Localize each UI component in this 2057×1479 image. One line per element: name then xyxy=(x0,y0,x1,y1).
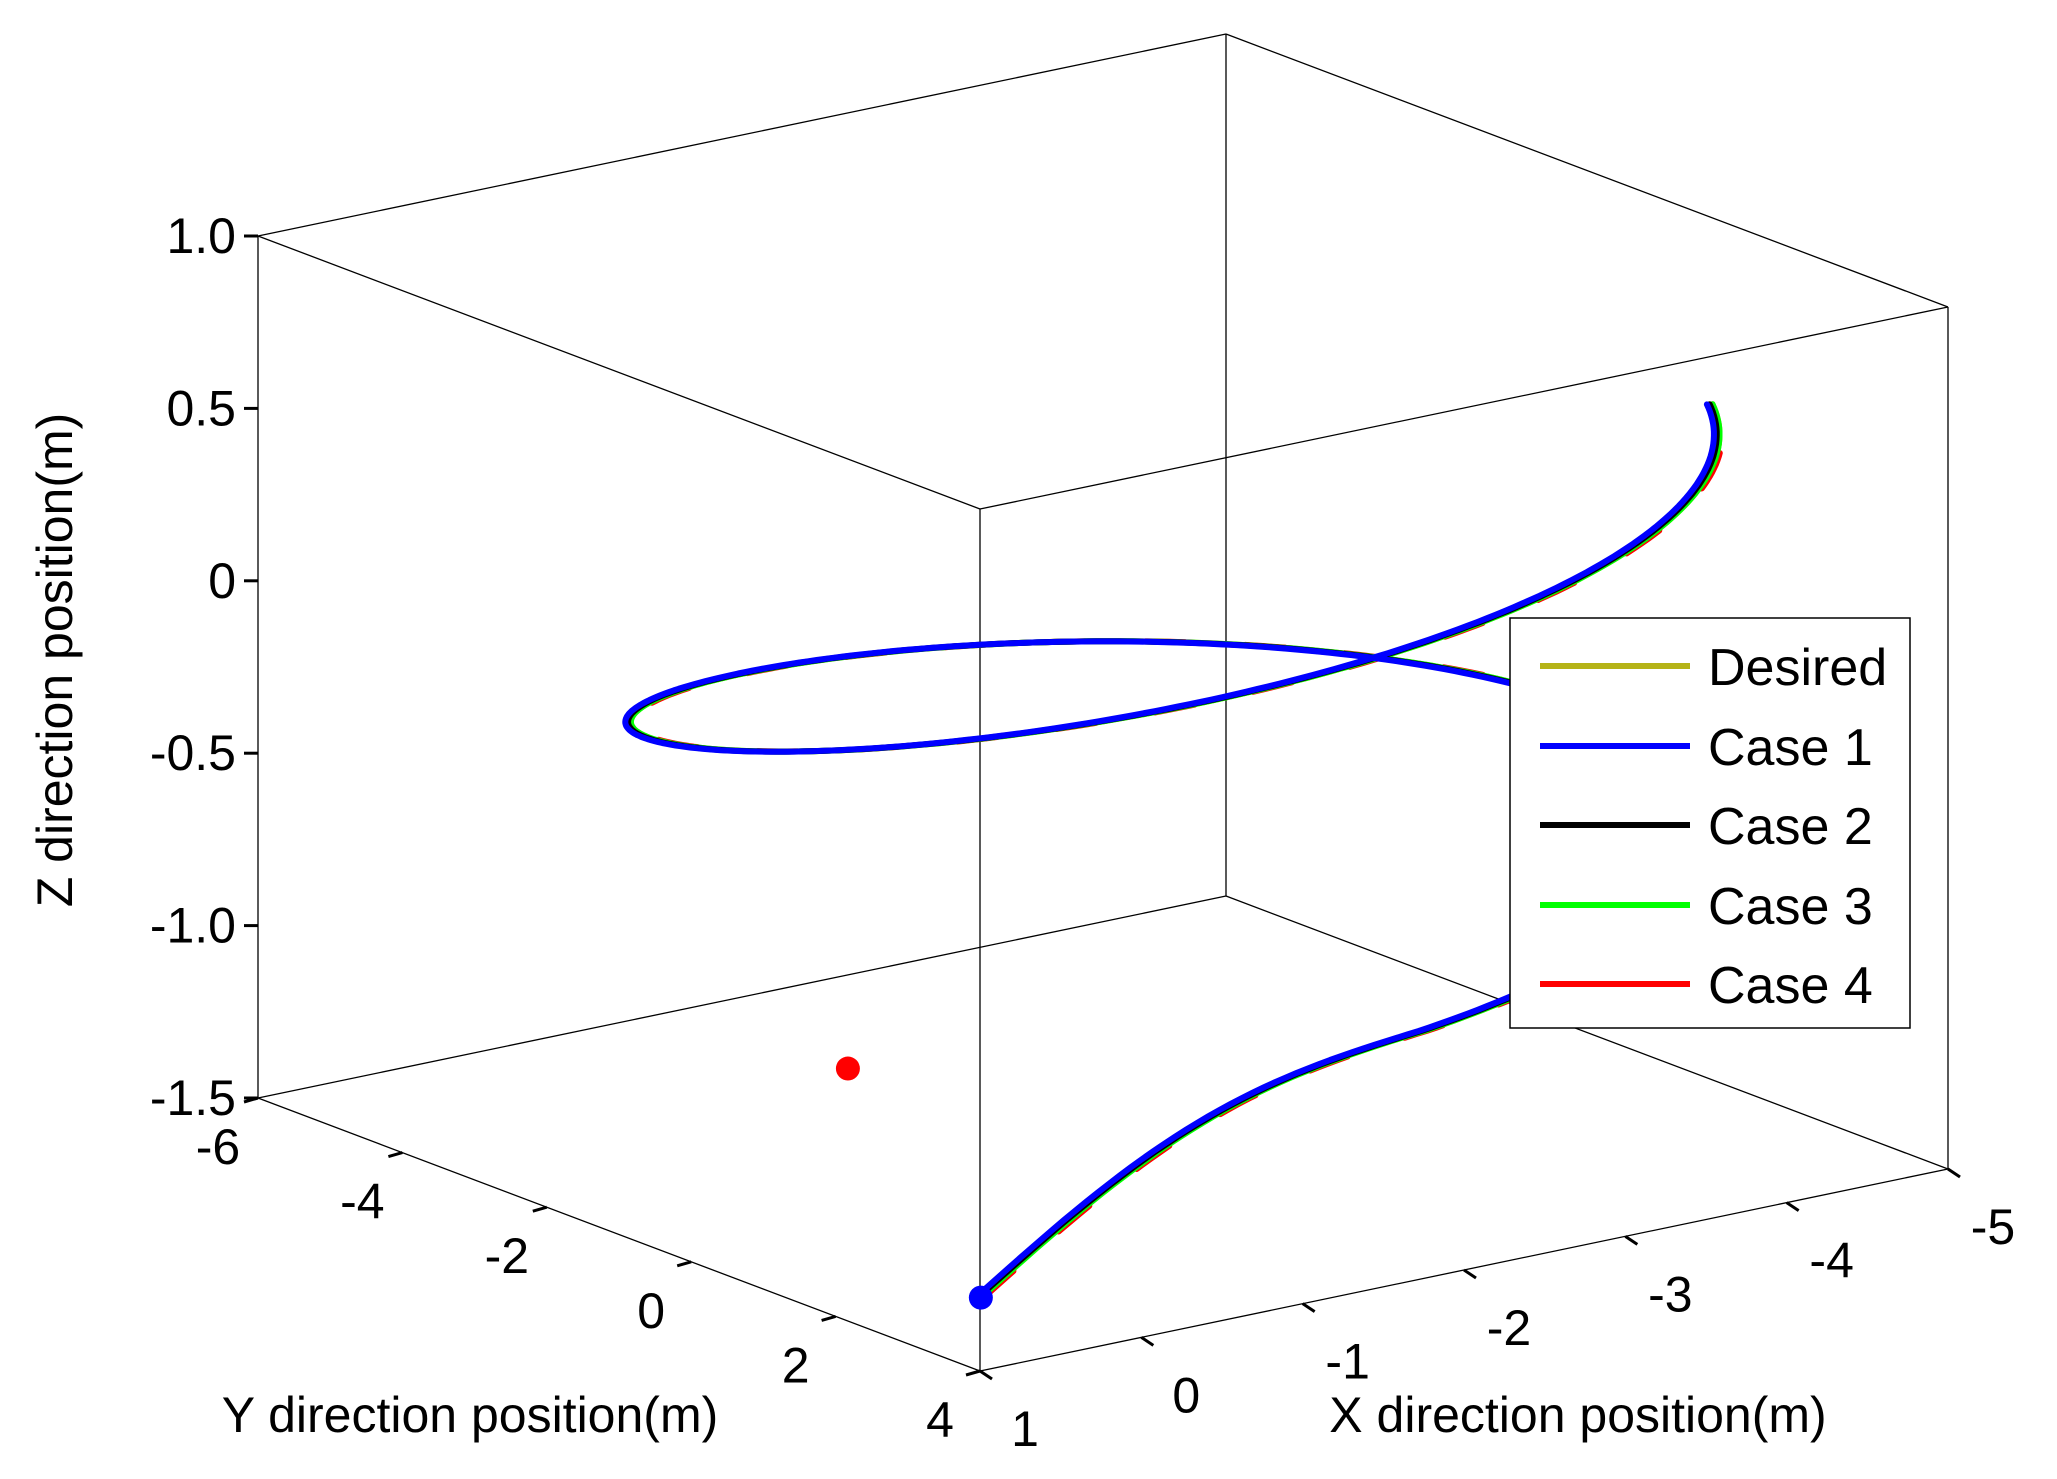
box-edge xyxy=(257,1097,981,1372)
box-edge xyxy=(257,33,1227,237)
z-axis-title: Z direction position(m) xyxy=(27,413,83,908)
y-tick-label: 2 xyxy=(782,1337,810,1393)
z-tick-label: -1.0 xyxy=(150,898,236,954)
start-markers xyxy=(835,1056,993,1310)
y-tick-label: 0 xyxy=(637,1283,665,1339)
z-tick-label: -0.5 xyxy=(150,725,236,781)
z-tick-label: 0.5 xyxy=(166,380,236,436)
y-tick-label: -4 xyxy=(340,1174,384,1230)
legend-label-case1: Case 1 xyxy=(1708,719,1873,777)
legend: Desired Case 1 Case 2 Case 3 Case 4 xyxy=(1509,617,1911,1029)
x-tick-label: 0 xyxy=(1172,1367,1200,1423)
y-tick xyxy=(676,1260,692,1268)
y-tick-label: -2 xyxy=(485,1228,529,1284)
y-tick-label: 4 xyxy=(926,1392,954,1448)
x-tick xyxy=(1140,1336,1155,1347)
x-tick xyxy=(1624,1235,1639,1246)
y-axis-title: Y direction position(m) xyxy=(222,1387,719,1443)
legend-label-desired: Desired xyxy=(1708,639,1887,697)
x-tick-label: -5 xyxy=(1971,1199,2015,1255)
legend-label-case3: Case 3 xyxy=(1708,878,1873,936)
box-edge xyxy=(979,306,1949,510)
x-tick-label: -4 xyxy=(1809,1233,1853,1289)
box-edge xyxy=(1225,33,1949,308)
x-tick-label: -1 xyxy=(1325,1334,1369,1390)
y-tick xyxy=(821,1314,837,1322)
z-tick-label: -1.5 xyxy=(150,1070,236,1126)
box-edge xyxy=(257,895,1227,1099)
x-tick xyxy=(1301,1302,1316,1313)
y-tick xyxy=(965,1369,981,1377)
y-tick xyxy=(532,1205,548,1213)
y-tick xyxy=(387,1151,403,1159)
start-marker-0 xyxy=(835,1056,860,1081)
legend-label-case2: Case 2 xyxy=(1708,798,1873,856)
x-tick-label: -3 xyxy=(1648,1266,1692,1322)
x-tick-label: -2 xyxy=(1487,1300,1531,1356)
y-tick-label: -6 xyxy=(196,1119,240,1175)
legend-label-case4: Case 4 xyxy=(1708,957,1873,1015)
axis-ticks: -1.5 -1.0 -0.5 0 0.5 1.0 -6 -4 -2 0 2 4 -5 -4 -3 -2 -1 0 1 xyxy=(150,208,2015,1457)
x-tick xyxy=(1947,1167,1961,1179)
z-tick-label: 0 xyxy=(208,553,236,609)
x-tick xyxy=(979,1369,993,1381)
x-axis-title: X direction position(m) xyxy=(1329,1387,1826,1443)
x-tick xyxy=(1785,1201,1800,1212)
box-edge xyxy=(1225,895,1949,1170)
start-marker-1 xyxy=(968,1285,993,1310)
box-edge xyxy=(257,235,981,510)
y-tick xyxy=(243,1096,259,1104)
x-tick xyxy=(1463,1268,1477,1280)
x-tick-label: 1 xyxy=(1011,1401,1039,1457)
z-tick-label: 1.0 xyxy=(166,208,236,264)
